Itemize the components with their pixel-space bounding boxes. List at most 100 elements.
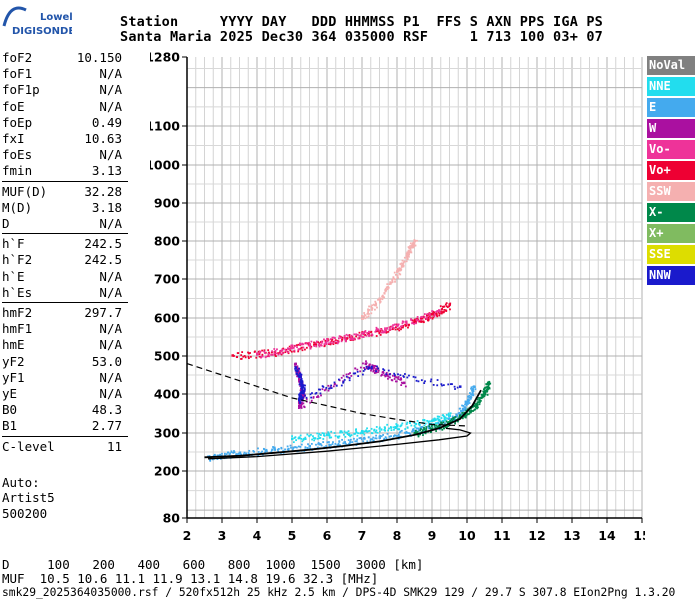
data-point	[375, 429, 378, 432]
data-point	[309, 347, 312, 350]
data-point	[300, 395, 303, 398]
param-separator	[2, 302, 128, 303]
data-point	[241, 351, 244, 354]
data-point	[328, 342, 330, 345]
data-point	[429, 317, 431, 320]
data-point	[464, 416, 467, 419]
data-point	[320, 344, 323, 347]
data-point	[414, 429, 417, 432]
data-point	[375, 371, 378, 374]
data-point	[477, 406, 479, 409]
data-point	[483, 388, 485, 391]
data-point	[355, 333, 358, 336]
data-point	[366, 312, 369, 315]
data-point	[368, 333, 370, 336]
data-point	[375, 370, 377, 373]
data-point	[381, 298, 384, 301]
data-point	[289, 444, 292, 447]
data-point	[295, 370, 298, 372]
data-point	[390, 281, 393, 284]
data-point	[388, 373, 391, 376]
data-point	[325, 386, 328, 389]
data-point	[308, 341, 310, 344]
data-point	[285, 348, 288, 351]
param-key: foEs	[2, 147, 33, 163]
data-point	[423, 424, 426, 427]
data-point	[316, 432, 319, 435]
data-point	[412, 428, 415, 430]
data-point	[404, 428, 407, 430]
data-point	[463, 408, 466, 411]
data-point	[329, 444, 332, 446]
data-point	[279, 350, 281, 353]
data-point	[343, 335, 346, 337]
series-second-hop-vo-	[256, 309, 441, 359]
data-point	[363, 332, 366, 335]
data-point	[298, 348, 301, 350]
data-point	[368, 305, 370, 308]
data-point	[340, 430, 343, 433]
data-point-vertex	[291, 437, 294, 441]
data-point	[470, 386, 473, 389]
data-point	[298, 402, 301, 405]
data-point-vertex	[361, 332, 364, 335]
data-point	[407, 250, 410, 253]
data-point	[277, 448, 280, 450]
param-key: C-level	[2, 438, 55, 454]
data-point	[294, 365, 296, 368]
header-line-2: Santa Maria 2025 Dec30 364 035000 RSF 1 …	[120, 29, 604, 45]
data-point	[363, 313, 366, 316]
data-point	[313, 439, 316, 442]
legend-item-nnw: NNW	[647, 266, 695, 285]
param-row: yF2 53.0	[2, 354, 124, 370]
data-point	[449, 419, 452, 422]
data-point	[277, 353, 280, 356]
data-point	[408, 247, 411, 250]
data-point	[419, 428, 422, 430]
data-point	[299, 342, 301, 345]
data-point	[401, 326, 403, 329]
data-point	[292, 441, 295, 444]
data-point	[337, 341, 340, 344]
data-point	[277, 352, 279, 355]
data-point	[298, 380, 300, 383]
data-point	[476, 398, 479, 401]
param-row: hmF2 297.7	[2, 305, 124, 321]
data-point	[328, 432, 330, 435]
data-point	[423, 313, 426, 315]
data-point	[349, 372, 351, 374]
data-point	[295, 373, 298, 375]
data-point	[428, 425, 431, 428]
param-row: D N/A	[2, 216, 124, 232]
data-point	[452, 418, 455, 420]
data-point	[425, 316, 428, 318]
data-point-vertex	[396, 324, 399, 328]
param-row: B0 48.3	[2, 402, 124, 418]
data-point	[429, 431, 432, 434]
data-point	[243, 355, 246, 357]
data-point	[464, 407, 467, 410]
data-point	[468, 412, 471, 415]
data-point	[398, 269, 401, 271]
data-point	[300, 378, 303, 380]
data-point	[397, 373, 399, 376]
data-point	[311, 392, 313, 395]
data-point	[482, 390, 485, 393]
data-point	[298, 397, 301, 400]
data-point	[255, 356, 258, 359]
data-point	[403, 260, 406, 263]
data-point	[395, 326, 397, 329]
data-point	[386, 432, 389, 435]
data-point-vertex	[298, 404, 301, 408]
data-point	[295, 344, 298, 347]
data-point	[302, 384, 305, 387]
data-point	[391, 326, 394, 329]
data-point	[368, 308, 371, 311]
data-point	[317, 341, 320, 344]
data-point	[388, 327, 391, 329]
data-point	[409, 246, 412, 249]
param-key: foF1	[2, 66, 33, 82]
data-point	[320, 341, 323, 344]
data-point-vertex	[406, 251, 409, 254]
param-row: fmin 3.13	[2, 163, 124, 179]
